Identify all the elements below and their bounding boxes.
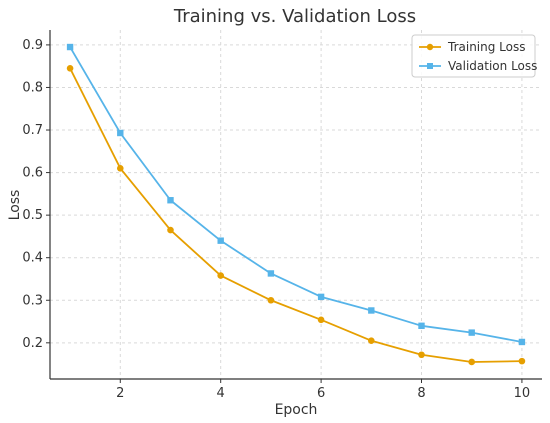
y-tick-label: 0.5 (22, 208, 43, 223)
validation-loss-point (66, 43, 74, 51)
y-tick-label: 0.6 (22, 166, 43, 181)
validation-loss-point (267, 270, 275, 277)
training-loss-point (116, 165, 124, 172)
series-group (66, 43, 526, 366)
y-tick-label: 0.8 (22, 80, 43, 95)
training-loss-point (368, 337, 375, 344)
validation-loss-line (69, 46, 523, 343)
training-loss-point (217, 272, 224, 279)
legend-label-training-loss: Training Loss (447, 40, 525, 54)
training-loss-point (468, 358, 476, 366)
y-tick-label: 0.7 (22, 123, 43, 138)
x-axis-label: Epoch (275, 402, 318, 418)
legend-marker-training-loss (426, 43, 434, 51)
chart-title: Training vs. Validation Loss (173, 6, 416, 27)
tick-labels: 2 4 6 8 10 0.2 0.3 0.4 0.5 0.6 0.7 0.8 0.9 (22, 38, 530, 401)
y-tick-label: 0.4 (22, 251, 43, 266)
y-tick-label: 0.9 (22, 38, 43, 53)
y-tick-label: 0.2 (22, 336, 43, 351)
grid-lines (50, 30, 542, 379)
training-loss-point (66, 65, 74, 72)
training-loss-point (267, 296, 275, 304)
validation-loss-point (317, 293, 325, 301)
validation-loss-point (418, 322, 425, 329)
training-loss-point (167, 226, 174, 234)
legend-marker-validation-loss (427, 63, 433, 69)
x-tick-label: 2 (116, 386, 124, 401)
y-axis-label: Loss (7, 190, 23, 221)
training-loss-point (418, 351, 425, 359)
validation-loss-point (167, 197, 174, 204)
legend: Training Loss Validation Loss (411, 34, 537, 78)
training-loss-point (317, 316, 325, 324)
x-tick-label: 10 (514, 386, 531, 401)
axes (49, 30, 542, 380)
validation-loss-point (518, 338, 526, 346)
training-loss-point (518, 357, 526, 365)
legend-box (411, 34, 536, 78)
y-tick-label: 0.3 (22, 293, 43, 308)
validation-loss-point (468, 329, 475, 336)
x-tick-label: 4 (217, 386, 225, 401)
x-tick-label: 8 (417, 386, 425, 401)
validation-loss-point (368, 307, 375, 314)
training-loss-line (69, 67, 522, 363)
legend-label-validation-loss: Validation Loss (448, 59, 537, 73)
validation-loss-point (217, 237, 224, 244)
x-tick-label: 6 (317, 386, 325, 401)
validation-loss-point (117, 129, 124, 137)
